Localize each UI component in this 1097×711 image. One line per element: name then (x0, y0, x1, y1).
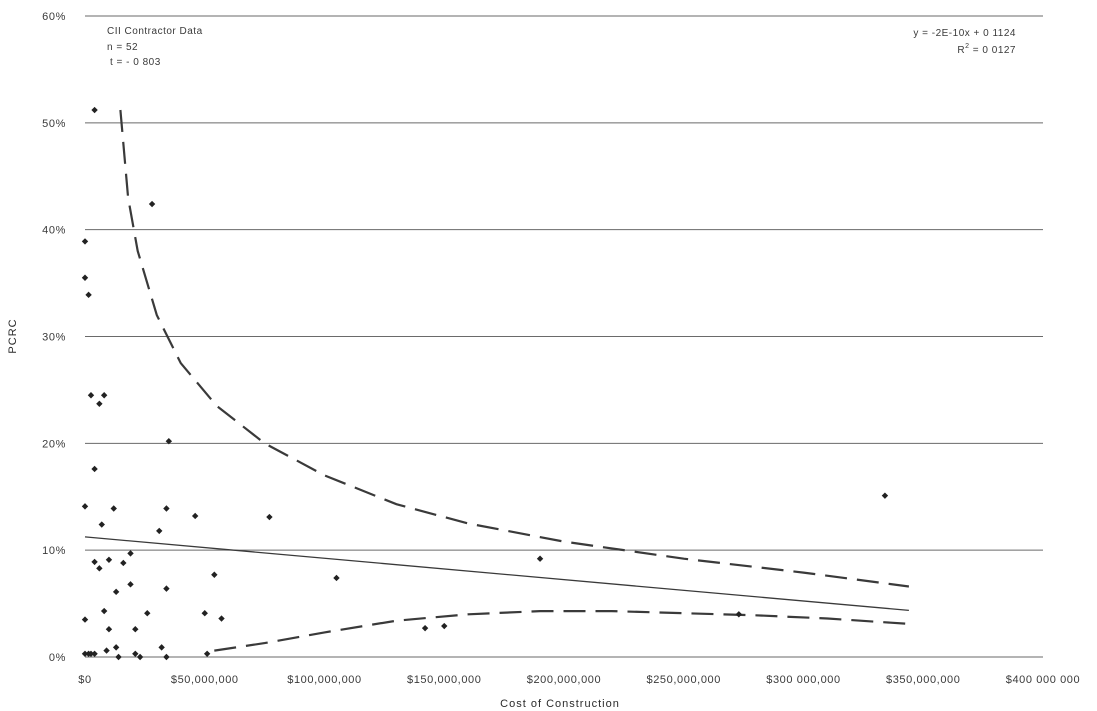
data-point (87, 392, 95, 399)
data-point (85, 291, 92, 299)
data-points (81, 106, 889, 661)
data-point (98, 521, 105, 528)
x-tick-label: $50,000,000 (171, 674, 239, 686)
x-tick-label: $150,000,000 (407, 674, 482, 686)
data-point (110, 505, 117, 512)
data-point (201, 609, 208, 617)
gridlines (85, 15, 1043, 658)
data-point (91, 558, 98, 566)
y-axis-title: PCRC (7, 318, 19, 353)
data-point (156, 527, 163, 535)
data-point (81, 503, 89, 510)
data-point (165, 437, 173, 445)
y-axis-ticks: 0% 10% 20% 30% 40% 50% 60% (42, 11, 66, 664)
data-point (132, 650, 139, 657)
data-point (536, 555, 544, 562)
data-point (132, 626, 139, 633)
data-point (91, 465, 98, 473)
x-tick-label: $300 000,000 (766, 674, 841, 686)
y-tick-label: 10% (42, 545, 66, 557)
data-point (144, 609, 151, 617)
data-point (136, 653, 144, 661)
y-tick-label: 40% (42, 225, 66, 237)
r-squared-prefix: R (957, 45, 965, 56)
data-point (218, 615, 225, 622)
confidence-bound-line (214, 610, 909, 652)
x-tick-label: $400 000 000 (1006, 674, 1081, 686)
data-point (105, 626, 113, 633)
dataset-label: CII Contractor Data (107, 26, 203, 37)
x-tick-label: $0 (78, 674, 91, 686)
data-point (115, 653, 122, 661)
x-tick-label: $200,000,000 (527, 674, 602, 686)
data-point (100, 392, 108, 399)
regression-line (84, 536, 909, 612)
data-point (112, 644, 120, 651)
y-tick-label: 0% (49, 652, 66, 664)
data-point (127, 550, 134, 557)
data-point (96, 565, 103, 572)
data-point (203, 650, 211, 657)
sample-size-label: n = 52 (107, 42, 138, 53)
data-point (441, 622, 448, 630)
data-point (91, 106, 98, 114)
data-point (91, 650, 98, 657)
confidence-bound-line (119, 109, 910, 588)
y-tick-label: 50% (42, 118, 66, 130)
t-statistic-label: t = - 0 803 (110, 57, 161, 68)
data-point (421, 624, 429, 632)
trend-lines (84, 109, 910, 652)
data-point (105, 556, 113, 563)
x-tick-label: $350,000,000 (886, 674, 961, 686)
data-point (266, 513, 273, 521)
regression-equation: y = -2E-10x + 0 1124 (913, 28, 1016, 39)
data-point (333, 574, 340, 582)
data-point (81, 616, 89, 623)
data-point (735, 611, 743, 618)
data-point (81, 650, 89, 657)
x-axis-ticks: $0 $50,000,000 $100,000,000 $150,000,000 $20… (78, 674, 1081, 686)
data-point (191, 512, 199, 520)
x-axis-title: Cost of Construction (500, 698, 620, 710)
x-tick-label: $100,000,000 (287, 674, 362, 686)
data-point (211, 571, 218, 578)
data-point (163, 505, 170, 512)
r-squared-label: R2 = 0 0127 (957, 43, 1016, 56)
r-squared-value: = 0 0127 (970, 45, 1016, 56)
data-point (881, 492, 889, 499)
data-point (163, 585, 170, 592)
data-point (127, 581, 134, 588)
y-tick-label: 20% (42, 438, 66, 450)
data-point (81, 238, 89, 245)
data-point (148, 200, 156, 208)
data-point (81, 274, 89, 281)
r-squared-exponent: 2 (965, 43, 969, 50)
x-tick-label: $250,000,000 (647, 674, 722, 686)
data-point (100, 607, 108, 615)
data-point (87, 650, 95, 657)
data-point (112, 588, 120, 596)
y-tick-label: 30% (42, 332, 66, 344)
data-point (103, 647, 110, 654)
data-point (163, 653, 170, 661)
data-point (120, 559, 127, 567)
y-tick-label: 60% (42, 11, 66, 23)
data-point (158, 644, 165, 651)
data-point (96, 400, 103, 408)
